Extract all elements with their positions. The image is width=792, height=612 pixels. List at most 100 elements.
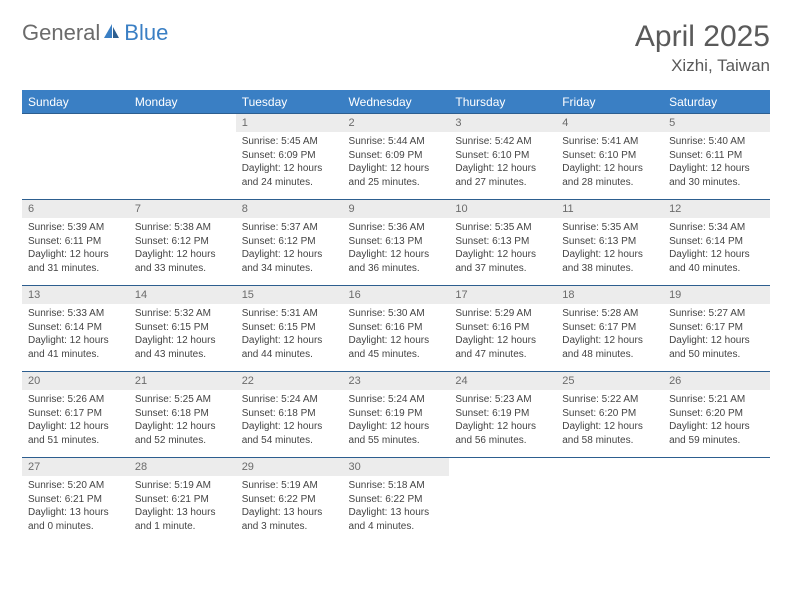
day-number: 15 — [236, 286, 343, 304]
sunset-text: Sunset: 6:22 PM — [242, 493, 337, 507]
sunrise-text: Sunrise: 5:23 AM — [455, 393, 550, 407]
daylight-text: Daylight: 12 hours and 34 minutes. — [242, 248, 337, 275]
day-number: 11 — [556, 200, 663, 218]
daylight-text: Daylight: 12 hours and 38 minutes. — [562, 248, 657, 275]
sunrise-text: Sunrise: 5:32 AM — [135, 307, 230, 321]
calendar-day-cell: 15Sunrise: 5:31 AMSunset: 6:15 PMDayligh… — [236, 286, 343, 372]
daylight-text: Daylight: 12 hours and 43 minutes. — [135, 334, 230, 361]
day-body: Sunrise: 5:31 AMSunset: 6:15 PMDaylight:… — [236, 304, 343, 365]
day-number: 29 — [236, 458, 343, 476]
day-body: Sunrise: 5:22 AMSunset: 6:20 PMDaylight:… — [556, 390, 663, 451]
day-number: 27 — [22, 458, 129, 476]
page-header: General Blue April 2025 Xizhi, Taiwan — [22, 20, 770, 76]
sunset-text: Sunset: 6:11 PM — [28, 235, 123, 249]
sunrise-text: Sunrise: 5:19 AM — [135, 479, 230, 493]
sunset-text: Sunset: 6:20 PM — [669, 407, 764, 421]
sunset-text: Sunset: 6:19 PM — [349, 407, 444, 421]
sunset-text: Sunset: 6:21 PM — [28, 493, 123, 507]
calendar-day-cell: 8Sunrise: 5:37 AMSunset: 6:12 PMDaylight… — [236, 200, 343, 286]
daylight-text: Daylight: 12 hours and 52 minutes. — [135, 420, 230, 447]
day-body: Sunrise: 5:24 AMSunset: 6:18 PMDaylight:… — [236, 390, 343, 451]
calendar-day-cell — [129, 114, 236, 200]
day-number: 17 — [449, 286, 556, 304]
sunset-text: Sunset: 6:09 PM — [349, 149, 444, 163]
day-body: Sunrise: 5:32 AMSunset: 6:15 PMDaylight:… — [129, 304, 236, 365]
sunrise-text: Sunrise: 5:35 AM — [455, 221, 550, 235]
day-body: Sunrise: 5:42 AMSunset: 6:10 PMDaylight:… — [449, 132, 556, 193]
day-number: 3 — [449, 114, 556, 132]
day-body: Sunrise: 5:35 AMSunset: 6:13 PMDaylight:… — [449, 218, 556, 279]
calendar-week-row: 27Sunrise: 5:20 AMSunset: 6:21 PMDayligh… — [22, 458, 770, 544]
day-body: Sunrise: 5:25 AMSunset: 6:18 PMDaylight:… — [129, 390, 236, 451]
daylight-text: Daylight: 12 hours and 31 minutes. — [28, 248, 123, 275]
sunrise-text: Sunrise: 5:34 AM — [669, 221, 764, 235]
day-number: 1 — [236, 114, 343, 132]
calendar-day-cell: 2Sunrise: 5:44 AMSunset: 6:09 PMDaylight… — [343, 114, 450, 200]
sunrise-text: Sunrise: 5:20 AM — [28, 479, 123, 493]
sunset-text: Sunset: 6:17 PM — [562, 321, 657, 335]
day-body: Sunrise: 5:45 AMSunset: 6:09 PMDaylight:… — [236, 132, 343, 193]
daylight-text: Daylight: 12 hours and 24 minutes. — [242, 162, 337, 189]
logo-text-blue: Blue — [124, 20, 168, 46]
sunset-text: Sunset: 6:10 PM — [562, 149, 657, 163]
day-body: Sunrise: 5:24 AMSunset: 6:19 PMDaylight:… — [343, 390, 450, 451]
sunrise-text: Sunrise: 5:18 AM — [349, 479, 444, 493]
sunrise-text: Sunrise: 5:29 AM — [455, 307, 550, 321]
day-header: Sunday — [22, 91, 129, 114]
sunrise-text: Sunrise: 5:37 AM — [242, 221, 337, 235]
day-number: 20 — [22, 372, 129, 390]
sunrise-text: Sunrise: 5:22 AM — [562, 393, 657, 407]
day-header: Tuesday — [236, 91, 343, 114]
daylight-text: Daylight: 12 hours and 55 minutes. — [349, 420, 444, 447]
daylight-text: Daylight: 12 hours and 58 minutes. — [562, 420, 657, 447]
calendar-week-row: 20Sunrise: 5:26 AMSunset: 6:17 PMDayligh… — [22, 372, 770, 458]
day-body: Sunrise: 5:18 AMSunset: 6:22 PMDaylight:… — [343, 476, 450, 537]
day-number: 9 — [343, 200, 450, 218]
sunrise-text: Sunrise: 5:24 AM — [242, 393, 337, 407]
day-body: Sunrise: 5:19 AMSunset: 6:22 PMDaylight:… — [236, 476, 343, 537]
sunset-text: Sunset: 6:14 PM — [669, 235, 764, 249]
month-title: April 2025 — [635, 20, 770, 54]
daylight-text: Daylight: 12 hours and 36 minutes. — [349, 248, 444, 275]
location-label: Xizhi, Taiwan — [635, 56, 770, 76]
calendar-day-cell: 7Sunrise: 5:38 AMSunset: 6:12 PMDaylight… — [129, 200, 236, 286]
day-body: Sunrise: 5:37 AMSunset: 6:12 PMDaylight:… — [236, 218, 343, 279]
calendar-table: Sunday Monday Tuesday Wednesday Thursday… — [22, 90, 770, 544]
daylight-text: Daylight: 12 hours and 37 minutes. — [455, 248, 550, 275]
day-number: 7 — [129, 200, 236, 218]
calendar-week-row: 6Sunrise: 5:39 AMSunset: 6:11 PMDaylight… — [22, 200, 770, 286]
sunset-text: Sunset: 6:17 PM — [669, 321, 764, 335]
day-number: 22 — [236, 372, 343, 390]
daylight-text: Daylight: 12 hours and 50 minutes. — [669, 334, 764, 361]
calendar-day-cell: 23Sunrise: 5:24 AMSunset: 6:19 PMDayligh… — [343, 372, 450, 458]
sunrise-text: Sunrise: 5:42 AM — [455, 135, 550, 149]
calendar-day-cell: 20Sunrise: 5:26 AMSunset: 6:17 PMDayligh… — [22, 372, 129, 458]
sunrise-text: Sunrise: 5:33 AM — [28, 307, 123, 321]
day-header: Monday — [129, 91, 236, 114]
day-body: Sunrise: 5:21 AMSunset: 6:20 PMDaylight:… — [663, 390, 770, 451]
day-number: 21 — [129, 372, 236, 390]
sunset-text: Sunset: 6:13 PM — [349, 235, 444, 249]
sunset-text: Sunset: 6:20 PM — [562, 407, 657, 421]
daylight-text: Daylight: 12 hours and 30 minutes. — [669, 162, 764, 189]
sunrise-text: Sunrise: 5:31 AM — [242, 307, 337, 321]
day-body: Sunrise: 5:38 AMSunset: 6:12 PMDaylight:… — [129, 218, 236, 279]
logo-text-general: General — [22, 20, 100, 46]
calendar-week-row: 13Sunrise: 5:33 AMSunset: 6:14 PMDayligh… — [22, 286, 770, 372]
sunset-text: Sunset: 6:13 PM — [455, 235, 550, 249]
calendar-day-cell: 11Sunrise: 5:35 AMSunset: 6:13 PMDayligh… — [556, 200, 663, 286]
calendar-day-cell: 16Sunrise: 5:30 AMSunset: 6:16 PMDayligh… — [343, 286, 450, 372]
calendar-day-cell: 9Sunrise: 5:36 AMSunset: 6:13 PMDaylight… — [343, 200, 450, 286]
day-number: 5 — [663, 114, 770, 132]
day-body: Sunrise: 5:36 AMSunset: 6:13 PMDaylight:… — [343, 218, 450, 279]
calendar-day-cell: 21Sunrise: 5:25 AMSunset: 6:18 PMDayligh… — [129, 372, 236, 458]
day-number: 12 — [663, 200, 770, 218]
sail-icon — [102, 22, 122, 45]
daylight-text: Daylight: 12 hours and 41 minutes. — [28, 334, 123, 361]
calendar-day-cell: 28Sunrise: 5:19 AMSunset: 6:21 PMDayligh… — [129, 458, 236, 544]
sunset-text: Sunset: 6:17 PM — [28, 407, 123, 421]
sunset-text: Sunset: 6:16 PM — [349, 321, 444, 335]
sunrise-text: Sunrise: 5:36 AM — [349, 221, 444, 235]
calendar-day-cell: 19Sunrise: 5:27 AMSunset: 6:17 PMDayligh… — [663, 286, 770, 372]
day-number: 18 — [556, 286, 663, 304]
